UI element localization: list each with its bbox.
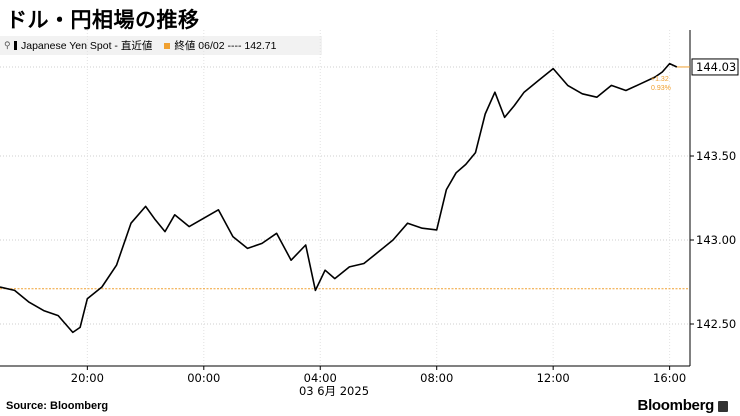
x-tick-label: 20:00 <box>71 371 104 385</box>
legend-reference-label: 終値 06/02 ---- 142.71 <box>174 40 277 52</box>
change-pct-label: 0.93% <box>651 85 671 92</box>
legend-series-label: Japanese Yen Spot - 直近値 <box>21 40 153 52</box>
reference-swatch <box>164 42 171 49</box>
x-ticks: 20:00 00:00 04:00 08:00 12:00 16:00 <box>71 366 686 385</box>
bloomberg-logo: Bloomberg <box>637 397 715 414</box>
x-tick-label: 04:00 <box>304 371 337 385</box>
change-annotation: +1.32 0.93% <box>651 76 671 92</box>
y-tick-label: 142.50 <box>696 317 736 331</box>
series-line <box>0 62 678 334</box>
series-swatch <box>14 41 17 50</box>
x-tick-label: 12:00 <box>537 371 570 385</box>
pin-icon: ⚲ <box>4 40 11 50</box>
legend-bar: ⚲ Japanese Yen Spot - 直近値 終値 06/02 ---- … <box>0 36 322 55</box>
y-ticks: 142.50 143.00 143.50 144.03 <box>676 58 739 331</box>
x-tick-label: 08:00 <box>420 371 453 385</box>
gridlines <box>0 30 690 366</box>
last-value-label: 144.03 <box>696 60 736 74</box>
x-tick-label: 16:00 <box>653 371 686 385</box>
y-tick-label: 143.50 <box>696 149 736 163</box>
source-note: Source: Bloomberg <box>6 400 109 412</box>
change-abs-label: +1.32 <box>651 76 669 83</box>
last-value-box <box>691 58 739 76</box>
chart-title: ドル・円相場の推移 <box>6 8 200 32</box>
x-axis-label: 03 6月 2025 <box>299 384 369 398</box>
bloomberg-badge-icon <box>718 401 728 412</box>
legend-item-reference[interactable]: 終値 06/02 ---- 142.71 <box>164 38 276 53</box>
y-tick-label: 143.00 <box>696 233 736 247</box>
x-tick-label: 00:00 <box>187 371 220 385</box>
axis-group <box>0 30 691 367</box>
legend-item-series[interactable]: ⚲ Japanese Yen Spot - 直近値 <box>0 38 152 53</box>
